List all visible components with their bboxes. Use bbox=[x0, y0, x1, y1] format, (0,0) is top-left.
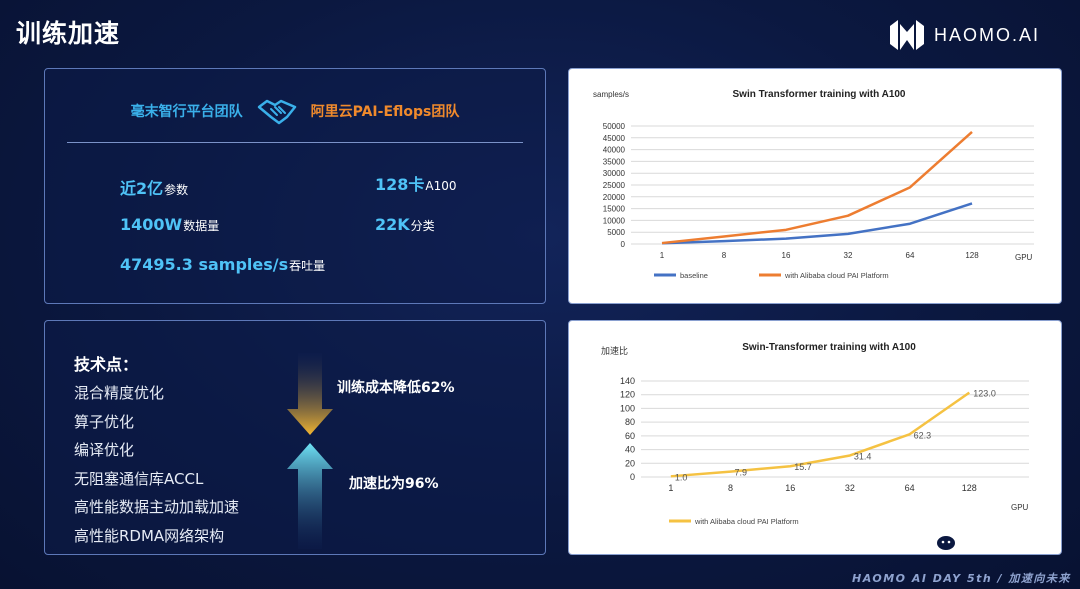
y-tick-label: 120 bbox=[620, 390, 635, 400]
y-tick-label: 35000 bbox=[603, 157, 626, 166]
x-tick-label: 32 bbox=[845, 483, 855, 493]
list-item: 算子优化 bbox=[74, 412, 135, 431]
y-tick-label: 80 bbox=[625, 417, 635, 427]
stat-data: 1400W数据量 bbox=[120, 215, 219, 234]
chart-title: Swin Transformer training with A100 bbox=[733, 89, 906, 100]
handshake-icon bbox=[257, 99, 296, 125]
stat-gpus: 128卡A100 bbox=[375, 171, 457, 195]
list-item: 无阻塞通信库ACCL bbox=[74, 469, 204, 488]
arrow-down-icon bbox=[287, 353, 333, 435]
logo-text: HAOMO.AI bbox=[933, 24, 1040, 45]
data-label: 1.0 bbox=[675, 472, 688, 482]
stat-unit: 数据量 bbox=[183, 219, 220, 233]
y-axis-label: samples/s bbox=[593, 90, 629, 99]
x-tick-label: 16 bbox=[782, 251, 791, 260]
y-tick-label: 60 bbox=[625, 431, 635, 441]
team-a-label: 毫末智行平台团队 bbox=[130, 104, 243, 120]
y-tick-label: 0 bbox=[630, 472, 635, 482]
x-tick-label: 128 bbox=[962, 483, 977, 493]
y-tick-label: 20000 bbox=[603, 193, 626, 202]
y-tick-label: 140 bbox=[620, 376, 635, 386]
x-tick-label: 1 bbox=[660, 251, 665, 260]
team-row: 毫末智行平台团队 阿里云PAI-Eflops团队 bbox=[45, 97, 545, 125]
watermark: 量子位 bbox=[922, 524, 1029, 554]
arrows-graphic bbox=[287, 353, 333, 549]
tech-list: 混合精度优化 算子优化 编译优化 无阻塞通信库ACCL 高性能数据主动加载加速 … bbox=[74, 379, 239, 550]
chart-title: Swin-Transformer training with A100 bbox=[742, 342, 916, 353]
footer-text: HAOMO AI DAY 5th / 加速向未来 bbox=[852, 572, 1071, 585]
y-tick-label: 0 bbox=[621, 240, 626, 249]
cost-reduction-label: 训练成本降低62% bbox=[337, 380, 455, 396]
stat-unit: 吞吐量 bbox=[289, 259, 326, 273]
data-label: 62.3 bbox=[914, 430, 932, 440]
stat-classes: 22K分类 bbox=[375, 215, 435, 234]
x-tick-label: 64 bbox=[906, 251, 915, 260]
throughput-chart: Swin Transformer training with A100 samp… bbox=[593, 89, 1034, 280]
list-item: 高性能数据主动加载加速 bbox=[74, 498, 240, 516]
y-tick-label: 15000 bbox=[603, 205, 626, 214]
stat-value: 22K bbox=[375, 215, 410, 234]
team-b-label: 阿里云PAI-Eflops团队 bbox=[310, 104, 460, 120]
series-line bbox=[661, 130, 973, 245]
page-title: 训练加速 bbox=[16, 19, 121, 48]
y-tick-label: 40000 bbox=[603, 146, 626, 155]
x-tick-label: 64 bbox=[905, 483, 915, 493]
data-label: 7.9 bbox=[735, 468, 748, 478]
y-tick-label: 50000 bbox=[603, 122, 626, 131]
haomo-logo-icon bbox=[889, 20, 924, 50]
legend-entry: baseline bbox=[680, 271, 708, 280]
series-line bbox=[661, 202, 973, 245]
tech-panel: 技术点： 混合精度优化 算子优化 编译优化 无阻塞通信库ACCL 高性能数据主动… bbox=[44, 320, 546, 555]
x-tick-label: 1 bbox=[668, 483, 673, 493]
stat-unit: 分类 bbox=[410, 219, 435, 233]
stat-throughput: 47495.3 samples/s吞吐量 bbox=[120, 255, 325, 274]
team-stats-panel: 毫末智行平台团队 阿里云PAI-Eflops团队 近2亿参数 128卡A100 … bbox=[44, 68, 546, 304]
stat-value: 47495.3 samples/s bbox=[120, 255, 289, 274]
legend-entry: with Alibaba cloud PAI Platform bbox=[784, 271, 889, 280]
tech-heading: 技术点： bbox=[74, 355, 139, 374]
stat-unit: 参数 bbox=[164, 183, 189, 197]
x-tick-label: 16 bbox=[785, 483, 795, 493]
stat-params: 近2亿参数 bbox=[120, 175, 188, 199]
list-item: 混合精度优化 bbox=[74, 384, 165, 402]
y-tick-label: 10000 bbox=[603, 216, 626, 225]
y-tick-label: 5000 bbox=[607, 228, 625, 237]
y-tick-label: 20 bbox=[625, 458, 635, 468]
y-tick-label: 25000 bbox=[603, 181, 626, 190]
y-axis-label: 加速比 bbox=[601, 345, 628, 356]
x-tick-label: 8 bbox=[722, 251, 727, 260]
x-tick-label: 128 bbox=[965, 251, 979, 260]
speedup-chart: Swin-Transformer training with A100 加速比 … bbox=[601, 342, 1029, 526]
panel-divider bbox=[67, 142, 523, 143]
watermark-text: 量子位 bbox=[966, 528, 1029, 552]
x-tick-label: 8 bbox=[728, 483, 733, 493]
data-label: 123.0 bbox=[973, 389, 996, 399]
stat-value: 近2亿 bbox=[120, 179, 164, 198]
y-tick-label: 100 bbox=[620, 403, 635, 413]
y-tick-label: 45000 bbox=[603, 134, 626, 143]
stat-value: 128卡 bbox=[375, 175, 425, 194]
list-item: 高性能RDMA网络架构 bbox=[74, 526, 225, 545]
stat-unit: A100 bbox=[425, 179, 457, 193]
legend-entry: with Alibaba cloud PAI Platform bbox=[694, 517, 799, 526]
y-tick-label: 40 bbox=[625, 445, 635, 455]
data-label: 15.7 bbox=[794, 462, 812, 472]
speedup-chart-panel: Swin-Transformer training with A100 加速比 … bbox=[568, 320, 1062, 555]
x-axis-label: GPU bbox=[1011, 503, 1029, 512]
arrow-up-icon bbox=[287, 443, 333, 549]
data-label: 31.4 bbox=[854, 451, 872, 461]
series-line bbox=[670, 391, 971, 478]
stat-value: 1400W bbox=[120, 215, 183, 234]
x-tick-label: 32 bbox=[844, 251, 853, 260]
x-axis-label: GPU bbox=[1015, 253, 1033, 262]
y-tick-label: 30000 bbox=[603, 169, 626, 178]
throughput-chart-panel: Swin Transformer training with A100 samp… bbox=[568, 68, 1062, 304]
haomo-logo: HAOMO.AI bbox=[889, 20, 1040, 50]
wechat-icon bbox=[923, 525, 957, 552]
list-item: 编译优化 bbox=[74, 441, 135, 459]
speedup-label: 加速比为96% bbox=[349, 476, 439, 492]
